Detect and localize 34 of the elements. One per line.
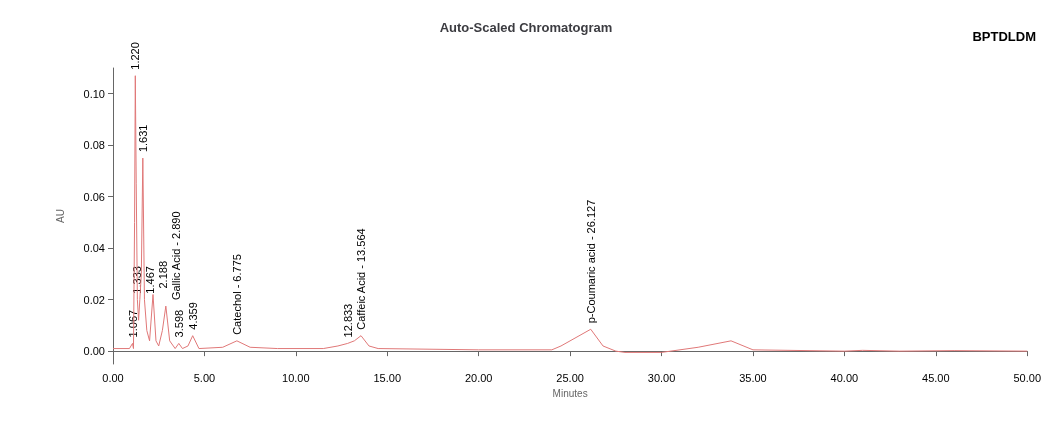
annotation: Catechol - 6.775 [230,254,243,335]
y-tick-label: 0.10 [83,87,105,100]
x-tick-label: 30.00 [647,371,676,384]
annotation: 1.333 [131,266,144,294]
x-tick-label: 5.00 [193,371,216,384]
chart-title: Auto-Scaled Chromatogram [439,20,613,35]
y-tick-label: 0.00 [83,345,105,358]
x-axis-title: Minutes [552,387,588,399]
annotation: 4.359 [186,302,199,330]
x-tick-label: 25.00 [556,371,584,384]
x-tick-label: 10.00 [282,371,310,384]
annotation: 1.067 [126,309,139,338]
annotation: Gallic Acid - 2.890 [170,211,183,301]
annotation: 3.598 [172,309,185,338]
x-tick-label: 50.00 [1013,371,1041,384]
y-tick-label: 0.02 [83,293,105,306]
annotation: 1.631 [136,124,149,153]
y-tick-label: 0.04 [83,242,105,255]
x-tick-label: 45.00 [922,371,950,384]
annotation: 1.220 [129,42,142,70]
annotation: 2.188 [157,260,170,289]
text: BPTDLDM [972,29,1036,44]
y-tick-label: 0.08 [83,139,105,152]
annotation: 1.467 [144,266,157,294]
y-tick-label: 0.06 [83,190,105,203]
y-axis-title: AU [54,209,66,223]
x-tick-label: 0.00 [102,371,124,384]
x-tick-label: 35.00 [739,371,767,384]
annotation: p-Coumaric acid - 26.127 [584,199,597,324]
x-tick-label: 40.00 [830,371,859,384]
x-tick-label: 20.00 [464,371,493,384]
annotation: 12.833 [341,303,354,338]
annotation: Caffeic Acid - 13.564 [355,228,368,330]
x-tick-label: 15.00 [373,371,402,384]
